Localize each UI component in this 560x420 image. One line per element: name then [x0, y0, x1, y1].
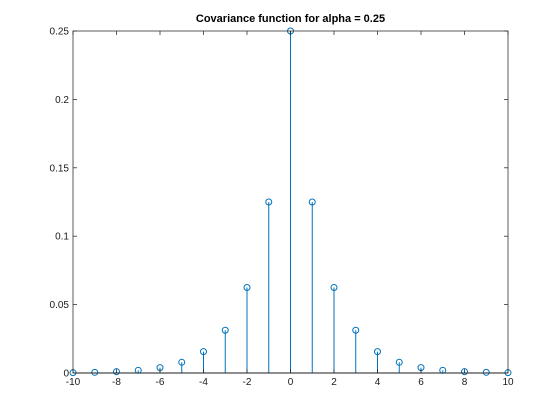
stem-marker [178, 358, 186, 366]
stem-marker [221, 326, 229, 334]
x-tick-label: -8 [112, 377, 121, 388]
y-tick-label: 0.1 [55, 232, 69, 243]
stem-marker [374, 348, 381, 356]
x-tick-label: 2 [331, 377, 337, 388]
stem-marker [200, 348, 207, 356]
y-tick-label: 0.05 [50, 300, 70, 311]
y-tick-label: 0 [63, 369, 69, 380]
x-tick-label: 4 [375, 377, 381, 388]
stem-marker [352, 326, 360, 334]
y-tick-label: 0.25 [50, 27, 70, 38]
x-tick-label: -10 [66, 377, 81, 388]
x-tick-label: -2 [243, 377, 252, 388]
stem-marker [265, 198, 273, 206]
chart-title: Covariance function for alpha = 0.25 [195, 13, 386, 25]
y-tick-label: 0.15 [50, 163, 70, 174]
stem-marker [243, 284, 251, 291]
x-tick-label: -4 [199, 377, 208, 388]
x-tick-label: 6 [418, 377, 424, 388]
stem-marker [113, 368, 120, 376]
stem-marker [330, 284, 338, 291]
stem-marker [461, 368, 468, 376]
x-tick-label: -6 [156, 377, 165, 388]
stem-marker [308, 198, 316, 206]
x-tick-label: 8 [462, 377, 468, 388]
ticks-layer: -10 -8 -6 -4 -2 0 2 4 6 8 10 0 0.05 0.1 0.15 0.2 0.25 [50, 27, 514, 389]
stem-marker [482, 368, 490, 376]
x-tick-label: 10 [502, 377, 514, 388]
y-tick-label: 0.2 [55, 95, 69, 106]
stem-marker [395, 358, 403, 366]
stem-marker [91, 368, 99, 376]
x-tick-label: 0 [288, 377, 294, 388]
